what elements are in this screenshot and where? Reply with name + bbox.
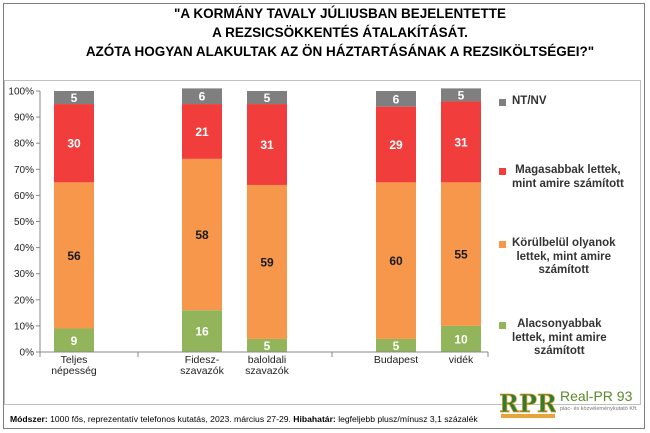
logo-mark-text: RPR (500, 389, 556, 418)
footer-note: Módszer: 1000 fős, reprezentatív telefon… (10, 414, 478, 424)
company-logo: RPR Real-PR 93 piac- és közvéleménykutat… (500, 384, 640, 424)
y-tick-label: 50% (14, 217, 34, 228)
data-label: 9 (71, 334, 78, 348)
data-label: 6 (393, 92, 400, 106)
legend-label: NT/NV (512, 95, 547, 109)
data-label: 5 (264, 91, 271, 105)
bar-segment (54, 182, 94, 329)
legend-label-line: Magasabbak lettek, (515, 164, 621, 176)
bar-segment (441, 101, 481, 183)
data-label: 10 (454, 332, 468, 346)
method-text: 1000 fős, reprezentatív telefonos kutatá… (50, 414, 291, 424)
category-label: szavazók (180, 365, 225, 377)
data-label: 31 (454, 135, 468, 149)
bar-segment (182, 310, 222, 352)
data-label: 30 (67, 137, 81, 151)
bar-segment (441, 182, 481, 326)
legend-item: NT/NV (499, 95, 547, 109)
bar-segment (441, 88, 481, 102)
legend-label-line: számított (534, 345, 585, 357)
data-label: 5 (71, 91, 78, 105)
legend-label-line: számított (538, 264, 589, 276)
y-tick-label: 90% (14, 113, 34, 124)
legend-item: Magasabbak lettek, mint amire számított (499, 164, 624, 191)
category-label: szavazók (245, 365, 290, 377)
data-label: 58 (195, 228, 209, 242)
bar-segment (247, 184, 287, 339)
category-label: népesség (51, 365, 97, 377)
data-label: 56 (67, 249, 81, 263)
logo-name: Real-PR 93 (560, 388, 633, 404)
data-label: 55 (454, 248, 468, 262)
data-label: 5 (264, 339, 271, 353)
legend-label-line: Alacsonyabbak (517, 318, 602, 330)
bar-segment (54, 91, 94, 105)
rpr-logo-icon: RPR (500, 389, 556, 419)
data-label: 5 (458, 88, 465, 102)
legend-label-line: NT/NV (512, 95, 547, 107)
legend-swatch (499, 241, 506, 248)
bar-segment (182, 158, 222, 311)
category-label: Teljes (61, 354, 88, 366)
legend-label-line: lettek, mint amire (516, 250, 612, 263)
bar-segment (376, 338, 416, 352)
category-label: baloldali (248, 354, 287, 366)
bar-segment (441, 325, 481, 352)
data-label: 31 (260, 138, 274, 152)
y-tick-label: 80% (14, 139, 34, 150)
bar-segment (376, 91, 416, 107)
legend-label-line: mint amire számított (512, 177, 624, 190)
plot-frame (4, 80, 641, 405)
error-text: legfeljebb plusz/mínusz 3,1 százalék (338, 414, 478, 424)
bar-segment (54, 328, 94, 352)
y-tick-label: 70% (14, 165, 34, 176)
y-tick-label: 60% (14, 191, 34, 202)
title-line-3: AZÓTA HOGYAN ALAKULTAK AZ ÖN HÁZTARTÁSÁN… (85, 44, 595, 59)
chart-title: "A KORMÁNY TAVALY JÚLIUSBAN BEJELENTETTE… (40, 4, 640, 61)
title-line-2: A REZSICSÖKKENTÉS ÁTALAKÍTÁSÁT. (212, 25, 468, 40)
legend-item: Alacsonyabbak lettek, mint amire számított (499, 318, 607, 359)
method-label: Módszer: (10, 414, 48, 424)
y-tick-label: 20% (14, 295, 34, 306)
legend-label: Magasabbak lettek, mint amire számított (512, 164, 624, 191)
legend-label-line: Körülbelül olyanok (512, 237, 616, 249)
category-label: vidék (449, 354, 474, 366)
category-label: Fidesz- (185, 354, 220, 366)
data-label: 60 (389, 254, 403, 268)
bar-segment (247, 338, 287, 352)
data-label: 59 (260, 255, 274, 269)
data-label: 29 (389, 138, 403, 152)
category-label: Budapest (374, 354, 418, 366)
bar-segment (376, 106, 416, 183)
data-label: 16 (195, 325, 209, 339)
data-label: 5 (393, 339, 400, 353)
data-label: 21 (195, 125, 209, 139)
legend-item: Körülbelül olyanok lettek, mint amire szám… (499, 237, 616, 278)
bar-segment (182, 88, 222, 105)
y-tick-label: 10% (14, 321, 34, 332)
bar-segment (376, 182, 416, 339)
legend-swatch (499, 322, 506, 329)
y-tick-label: 100% (8, 87, 34, 98)
legend-label: Alacsonyabbak lettek, mint amire számított (512, 318, 607, 359)
title-line-1: "A KORMÁNY TAVALY JÚLIUSBAN BEJELENTETTE (174, 6, 506, 21)
legend-swatch (499, 168, 506, 175)
bar-segment (182, 104, 222, 159)
y-tick-label: 40% (14, 243, 34, 254)
bar-segment (54, 104, 94, 183)
data-label: 6 (199, 90, 206, 104)
bar-segment (247, 91, 287, 105)
logo-subtitle: piac- és közvéleménykutató Kft. (560, 406, 638, 412)
slide-frame (3, 3, 645, 429)
bar-segment (247, 104, 287, 185)
legend-label-line: lettek, mint amire (512, 331, 607, 344)
legend-swatch (499, 99, 506, 106)
y-tick-label: 0% (20, 348, 35, 359)
error-label: Hibahatár: (293, 414, 336, 424)
y-tick-label: 30% (14, 269, 34, 280)
legend-label: Körülbelül olyanok lettek, mint amire szám… (512, 237, 616, 278)
